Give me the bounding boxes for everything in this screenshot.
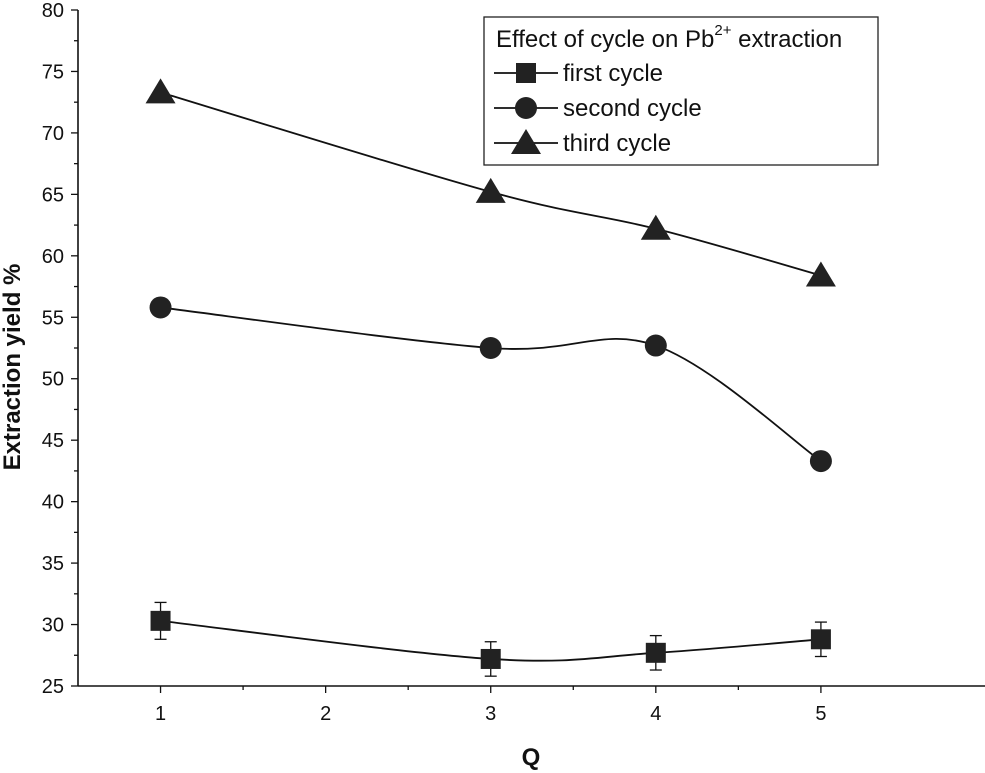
x-tick-label: 4 (650, 703, 661, 725)
series-layer (145, 78, 836, 677)
x-tick-label: 5 (815, 703, 826, 725)
x-axis-title: Q (522, 744, 541, 771)
data-point (150, 610, 171, 631)
data-point (805, 261, 836, 287)
legend: Effect of cycle on Pb2+ extraction first… (483, 16, 879, 166)
legend-marker (516, 63, 536, 83)
x-tick-label: 3 (485, 703, 496, 725)
y-tick-label: 45 (42, 430, 64, 452)
y-tick-label: 70 (42, 123, 64, 145)
x-tick-label: 2 (320, 703, 331, 725)
data-point (475, 177, 506, 203)
data-point (480, 648, 501, 669)
y-tick-label: 80 (42, 0, 64, 22)
legend-title: Effect of cycle on Pb2+ extraction (496, 22, 842, 53)
data-point (479, 337, 502, 359)
y-tick-label: 60 (42, 246, 64, 268)
y-axis-title: Extraction yield % (0, 264, 26, 471)
y-tick-label: 30 (42, 615, 64, 637)
data-point (644, 334, 667, 357)
data-point (640, 214, 671, 240)
legend-label: first cycle (563, 60, 663, 87)
legend-label: third cycle (563, 130, 671, 157)
y-tick-label: 75 (42, 61, 64, 83)
data-point (809, 450, 832, 473)
series-line (160, 619, 821, 662)
legend-marker (511, 129, 541, 154)
x-tick-label: 1 (155, 703, 166, 725)
y-tick-label: 65 (42, 184, 64, 206)
series-line (160, 91, 822, 277)
data-point (149, 296, 172, 319)
series-second-cycle (149, 296, 832, 473)
y-tick-label: 50 (42, 369, 64, 391)
y-tick-label: 25 (42, 676, 64, 698)
data-point (145, 78, 176, 104)
y-tick-label: 40 (42, 492, 64, 514)
legend-label: second cycle (563, 95, 702, 122)
data-point (810, 629, 831, 650)
y-tick-label: 55 (42, 307, 64, 329)
series-line (160, 306, 822, 462)
legend-box (483, 16, 879, 166)
y-tick-label: 35 (42, 553, 64, 575)
series-third-cycle (145, 78, 836, 287)
data-point (645, 642, 666, 663)
legend-marker (515, 97, 537, 119)
series-first-cycle (150, 601, 831, 677)
